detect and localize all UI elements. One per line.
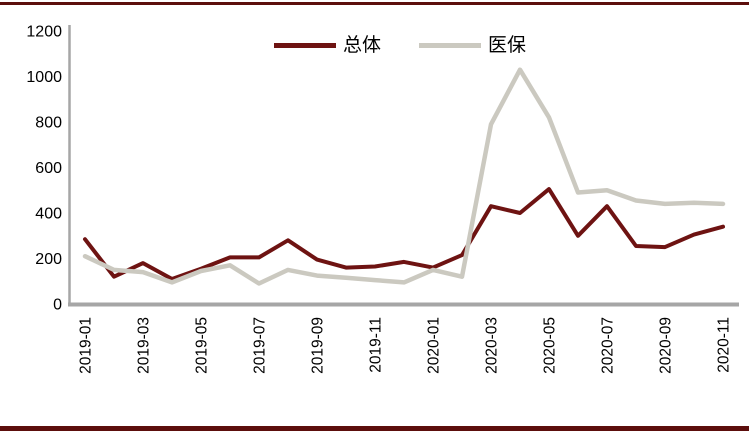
- x-tick-label: 2019-05: [194, 317, 211, 374]
- x-tick-label: 2019-07: [252, 317, 269, 374]
- x-tick-label: 2019-03: [136, 317, 153, 374]
- y-tick-label: 1000: [26, 69, 62, 86]
- y-tick-label: 800: [35, 115, 62, 132]
- x-tick-label: 2020-07: [600, 317, 617, 374]
- x-tick-label: 2019-01: [78, 317, 95, 374]
- y-tick-label: 0: [53, 297, 62, 314]
- y-tick-label: 1200: [26, 24, 62, 41]
- x-tick-label: 2019-11: [368, 317, 385, 373]
- x-tick-label: 2020-11: [716, 317, 733, 373]
- bottom-rule: [0, 426, 749, 431]
- y-tick-label: 400: [35, 206, 62, 223]
- x-tick-label: 2019-09: [310, 317, 327, 374]
- x-tick-label: 2020-09: [658, 317, 675, 374]
- x-tick-label: 2020-03: [484, 317, 501, 374]
- x-tick-label: 2020-01: [426, 317, 443, 374]
- y-tick-label: 600: [35, 160, 62, 177]
- series-line-0: [83, 187, 725, 281]
- top-rule: [0, 2, 749, 5]
- x-tick-label: 2020-05: [542, 317, 559, 374]
- series-line-1: [82, 67, 726, 286]
- y-tick-label: 200: [35, 251, 62, 268]
